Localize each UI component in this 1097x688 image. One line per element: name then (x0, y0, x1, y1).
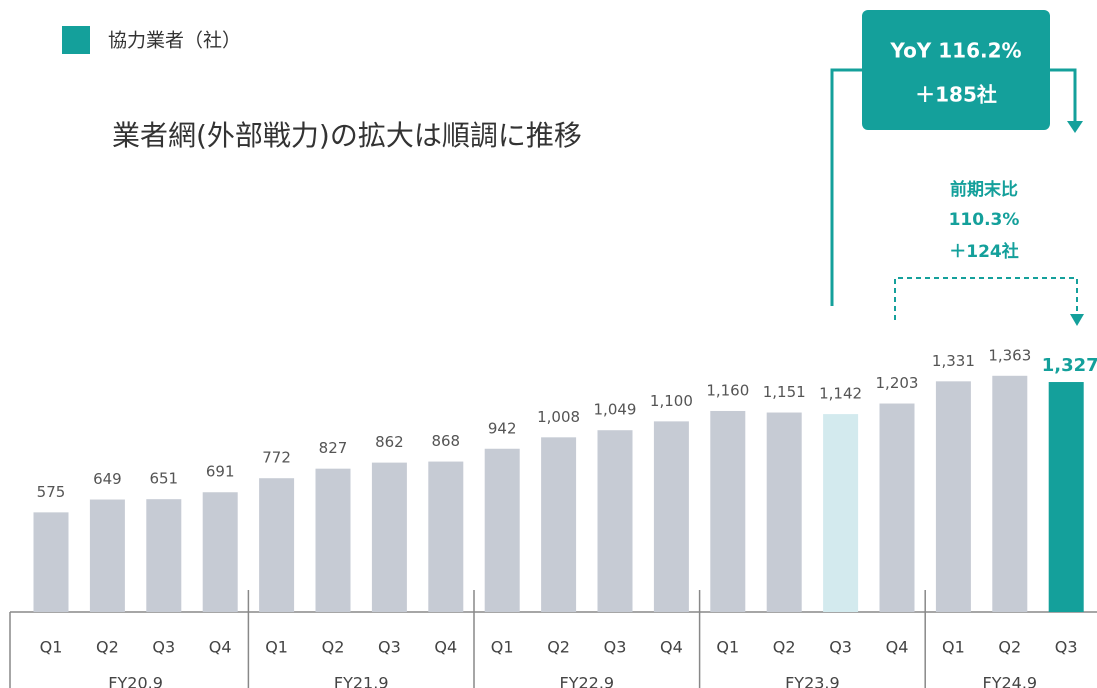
bar (597, 430, 633, 612)
value-label: 868 (431, 432, 460, 450)
yoy-text: YoY 116.2% (889, 39, 1021, 63)
bar (428, 461, 464, 612)
prior-connector (894, 277, 1078, 320)
bar (33, 512, 69, 612)
yoy-connector (1050, 68, 1077, 122)
bar (315, 468, 351, 612)
value-label: 1,327 (1042, 355, 1097, 376)
value-label: 651 (149, 470, 178, 488)
x-tick-label: Q3 (604, 638, 627, 657)
x-tick-label: Q2 (322, 638, 345, 657)
bar (1048, 382, 1084, 612)
x-tick-label: Q1 (265, 638, 288, 657)
x-tick-label: Q4 (660, 638, 683, 657)
bar (371, 462, 407, 612)
x-tick-label: Q4 (209, 638, 232, 657)
bar (766, 412, 802, 612)
yoy-text: ＋185社 (915, 83, 997, 107)
value-label: 1,049 (594, 401, 637, 419)
yoy-connector (830, 68, 862, 306)
value-label: 1,142 (819, 385, 862, 403)
x-tick-label: Q1 (491, 638, 514, 657)
value-label: 691 (206, 463, 235, 481)
value-label: 1,203 (876, 374, 919, 392)
bar (879, 403, 915, 612)
yoy-box (862, 10, 1050, 130)
x-tick-label: Q2 (547, 638, 570, 657)
bar (202, 492, 238, 612)
arrowhead (1067, 121, 1083, 133)
prior-text: ＋124社 (949, 241, 1019, 262)
group-label: FY21.9 (334, 674, 389, 688)
arrowhead (1070, 314, 1084, 326)
bar (653, 421, 689, 612)
x-tick-label: Q3 (378, 638, 401, 657)
bar (146, 499, 182, 612)
value-label: 1,160 (706, 381, 749, 399)
bar (484, 448, 520, 612)
bar (823, 414, 859, 612)
x-tick-label: Q1 (716, 638, 739, 657)
value-label: 1,151 (763, 383, 806, 401)
value-label: 1,008 (537, 408, 580, 426)
value-label: 575 (37, 483, 66, 501)
bar (541, 437, 577, 612)
x-tick-label: Q3 (829, 638, 852, 657)
x-tick-label: Q1 (942, 638, 965, 657)
prior-text: 110.3% (949, 210, 1020, 230)
chart-title: 業者網(外部戦力)の拡大は順調に推移 (112, 119, 582, 152)
prior-text: 前期末比 (950, 179, 1018, 200)
value-label: 942 (488, 419, 517, 437)
value-label: 1,331 (932, 352, 975, 370)
bar (935, 381, 971, 612)
value-label: 772 (262, 449, 291, 467)
x-tick-label: Q4 (434, 638, 457, 657)
x-tick-label: Q4 (886, 638, 909, 657)
group-label: FY20.9 (108, 674, 163, 688)
x-tick-label: Q2 (998, 638, 1021, 657)
value-label: 649 (93, 470, 122, 488)
value-label: 862 (375, 433, 404, 451)
x-tick-label: Q2 (96, 638, 119, 657)
x-tick-label: Q2 (773, 638, 796, 657)
bar (259, 478, 295, 612)
value-label: 1,100 (650, 392, 693, 410)
legend-swatch (62, 26, 90, 54)
group-label: FY23.9 (785, 674, 840, 688)
x-tick-label: Q3 (1055, 638, 1078, 657)
bar (992, 375, 1028, 612)
value-label: 1,363 (988, 346, 1031, 364)
legend-label: 協力業者（社） (108, 30, 241, 52)
group-label: FY24.9 (982, 674, 1037, 688)
group-label: FY22.9 (559, 674, 614, 688)
bar (89, 499, 125, 612)
value-label: 827 (319, 439, 348, 457)
x-tick-label: Q3 (152, 638, 175, 657)
x-tick-label: Q1 (40, 638, 63, 657)
bar (710, 410, 746, 612)
